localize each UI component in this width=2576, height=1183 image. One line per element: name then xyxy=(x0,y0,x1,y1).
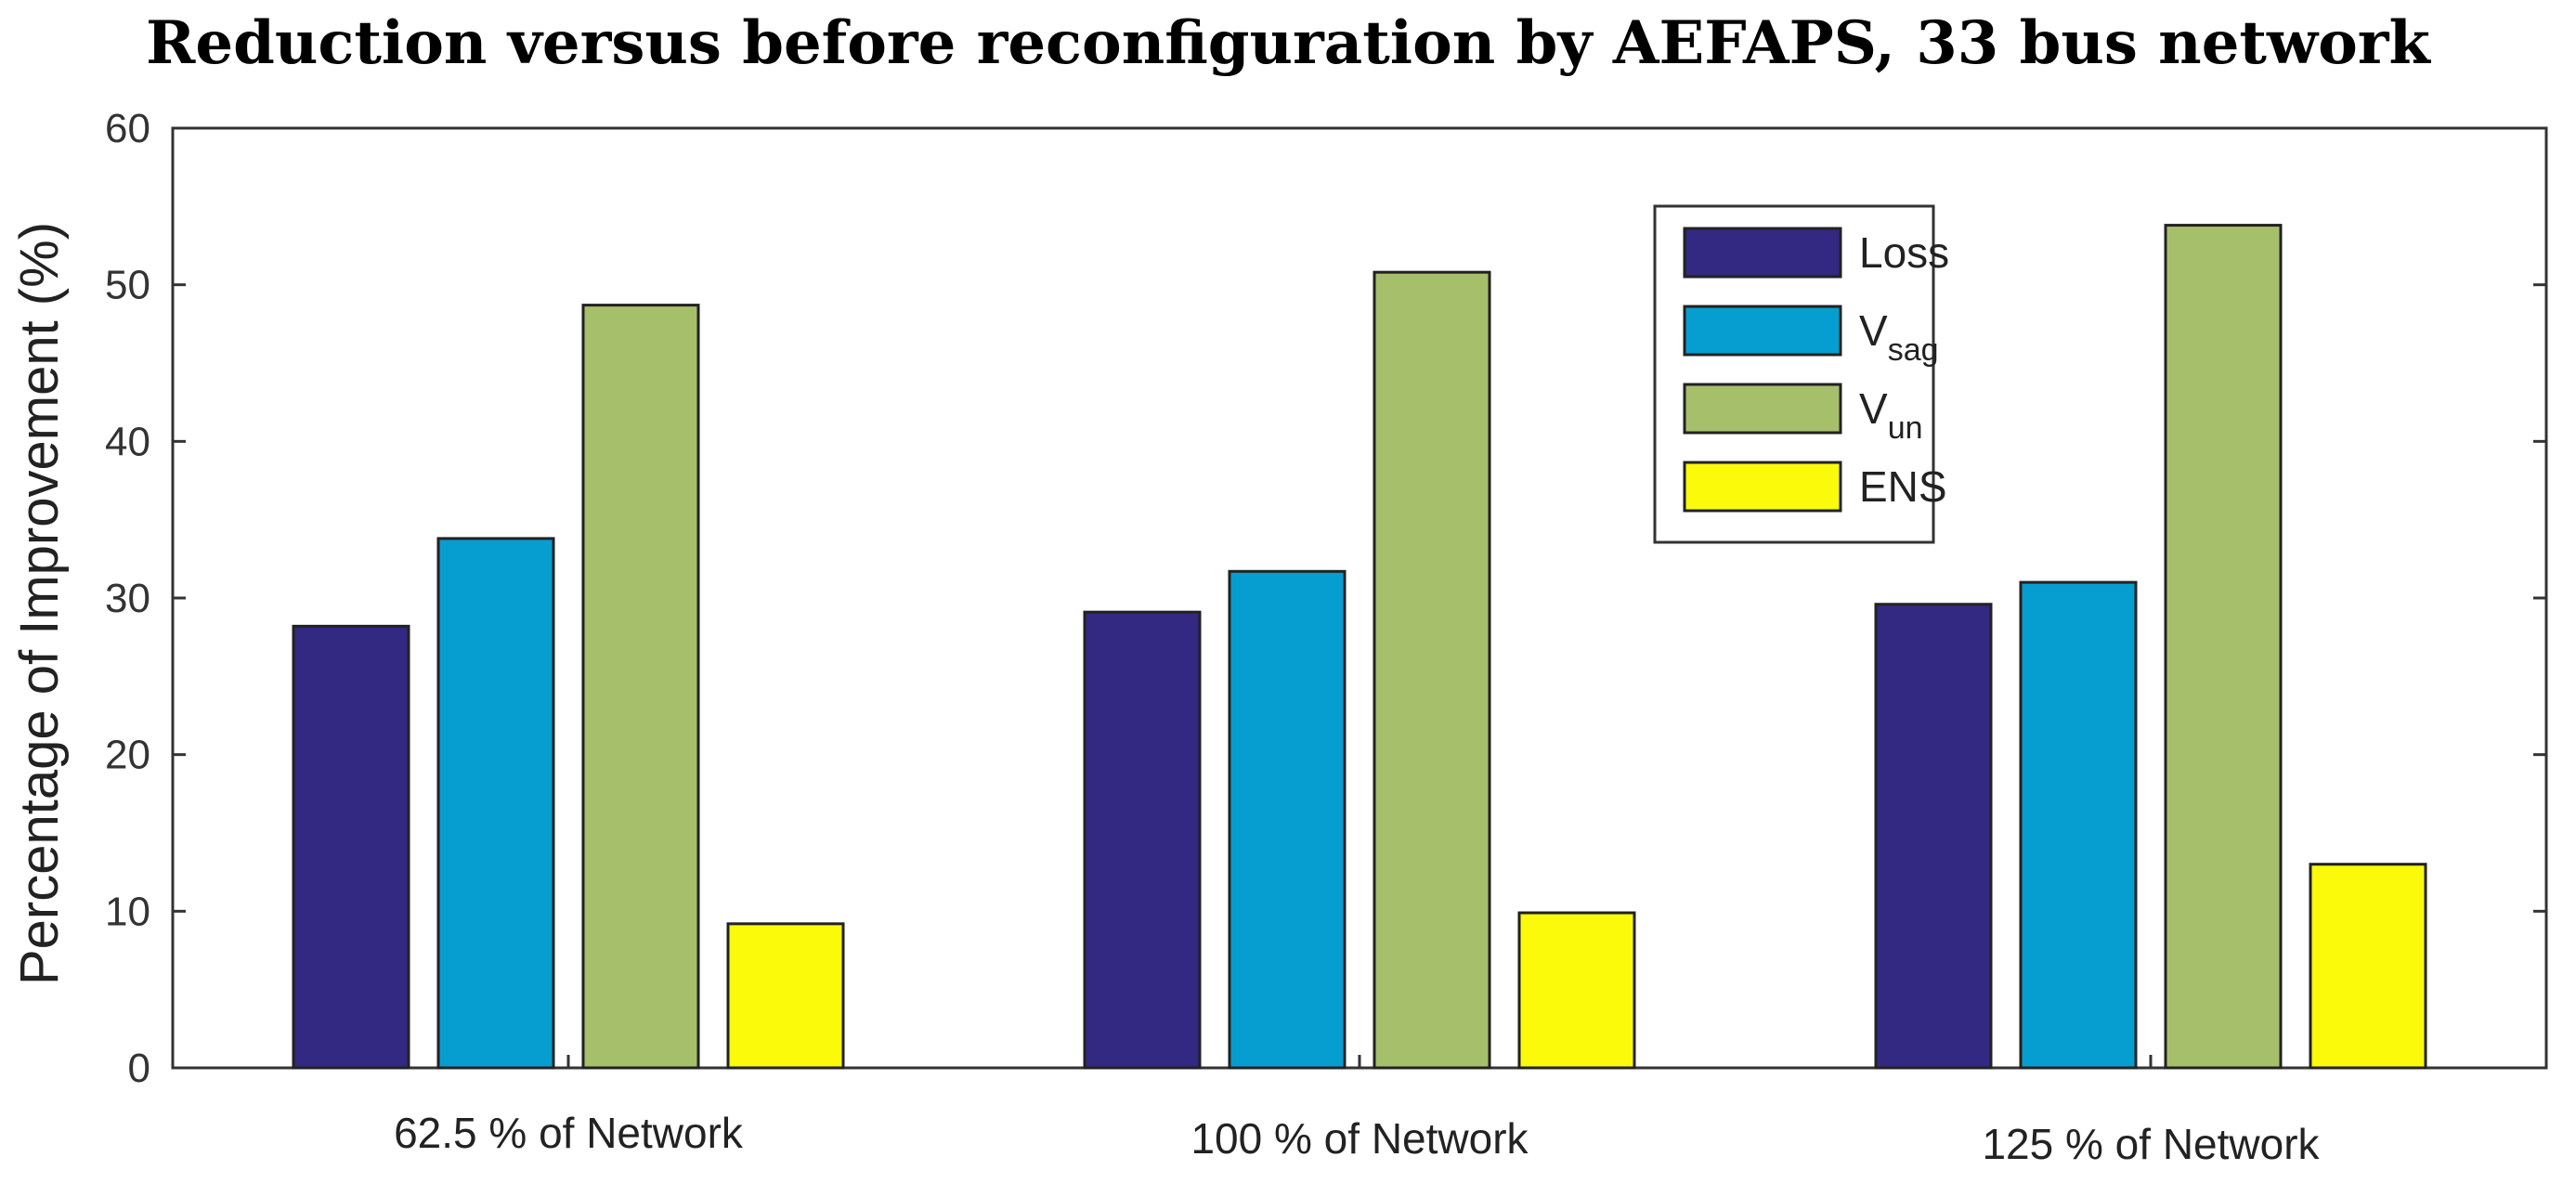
legend: Loss Vsag Vun ENS xyxy=(1653,204,1949,544)
bar-ens-1 xyxy=(726,922,845,1070)
bar-loss-3 xyxy=(1874,603,1993,1070)
y-tick-label: 30 xyxy=(105,576,150,621)
y-tick-label: 50 xyxy=(105,263,150,308)
bar-vun-3 xyxy=(2164,224,2283,1070)
legend-swatch-vun xyxy=(1683,383,1842,435)
y-tick-label: 20 xyxy=(105,733,150,778)
y-tick-label: 60 xyxy=(105,106,150,151)
legend-label-vsag: Vsag xyxy=(1859,306,1939,368)
bar-vun-2 xyxy=(1373,270,1491,1070)
bar-ens-2 xyxy=(1517,911,1636,1070)
bar-vsag-3 xyxy=(2019,580,2138,1070)
y-tick-label: 40 xyxy=(105,419,150,464)
bar-vun-1 xyxy=(581,304,700,1070)
plot-area: 0 10 20 30 40 50 60 62.5 % of Network 100 % of N… xyxy=(105,106,2548,1168)
bar-vsag-2 xyxy=(1228,569,1347,1070)
bar-loss-2 xyxy=(1083,610,1202,1070)
bar-ens-3 xyxy=(2309,863,2427,1070)
y-axis-label: Percentage of Improvement (%) xyxy=(9,222,70,985)
x-category-label: 100 % of Network xyxy=(1190,1114,1529,1163)
axes-box xyxy=(171,126,2548,1070)
x-category-label: 62.5 % of Network xyxy=(394,1109,744,1157)
legend-label-ens: ENS xyxy=(1859,462,1947,511)
legend-swatch-ens xyxy=(1683,461,1842,513)
x-category-label: 125 % of Network xyxy=(1982,1120,2320,1168)
legend-swatch-loss xyxy=(1683,227,1842,279)
legend-label-loss: Loss xyxy=(1859,228,1949,277)
chart-title: Reduction versus before reconfiguration … xyxy=(146,8,2431,78)
y-tick-label: 0 xyxy=(128,1046,150,1091)
bar-vsag-1 xyxy=(436,537,555,1070)
bar-loss-1 xyxy=(292,624,410,1070)
legend-swatch-vsag xyxy=(1683,305,1842,357)
y-tick-label: 10 xyxy=(105,889,150,934)
legend-label-vun: Vun xyxy=(1859,384,1923,446)
